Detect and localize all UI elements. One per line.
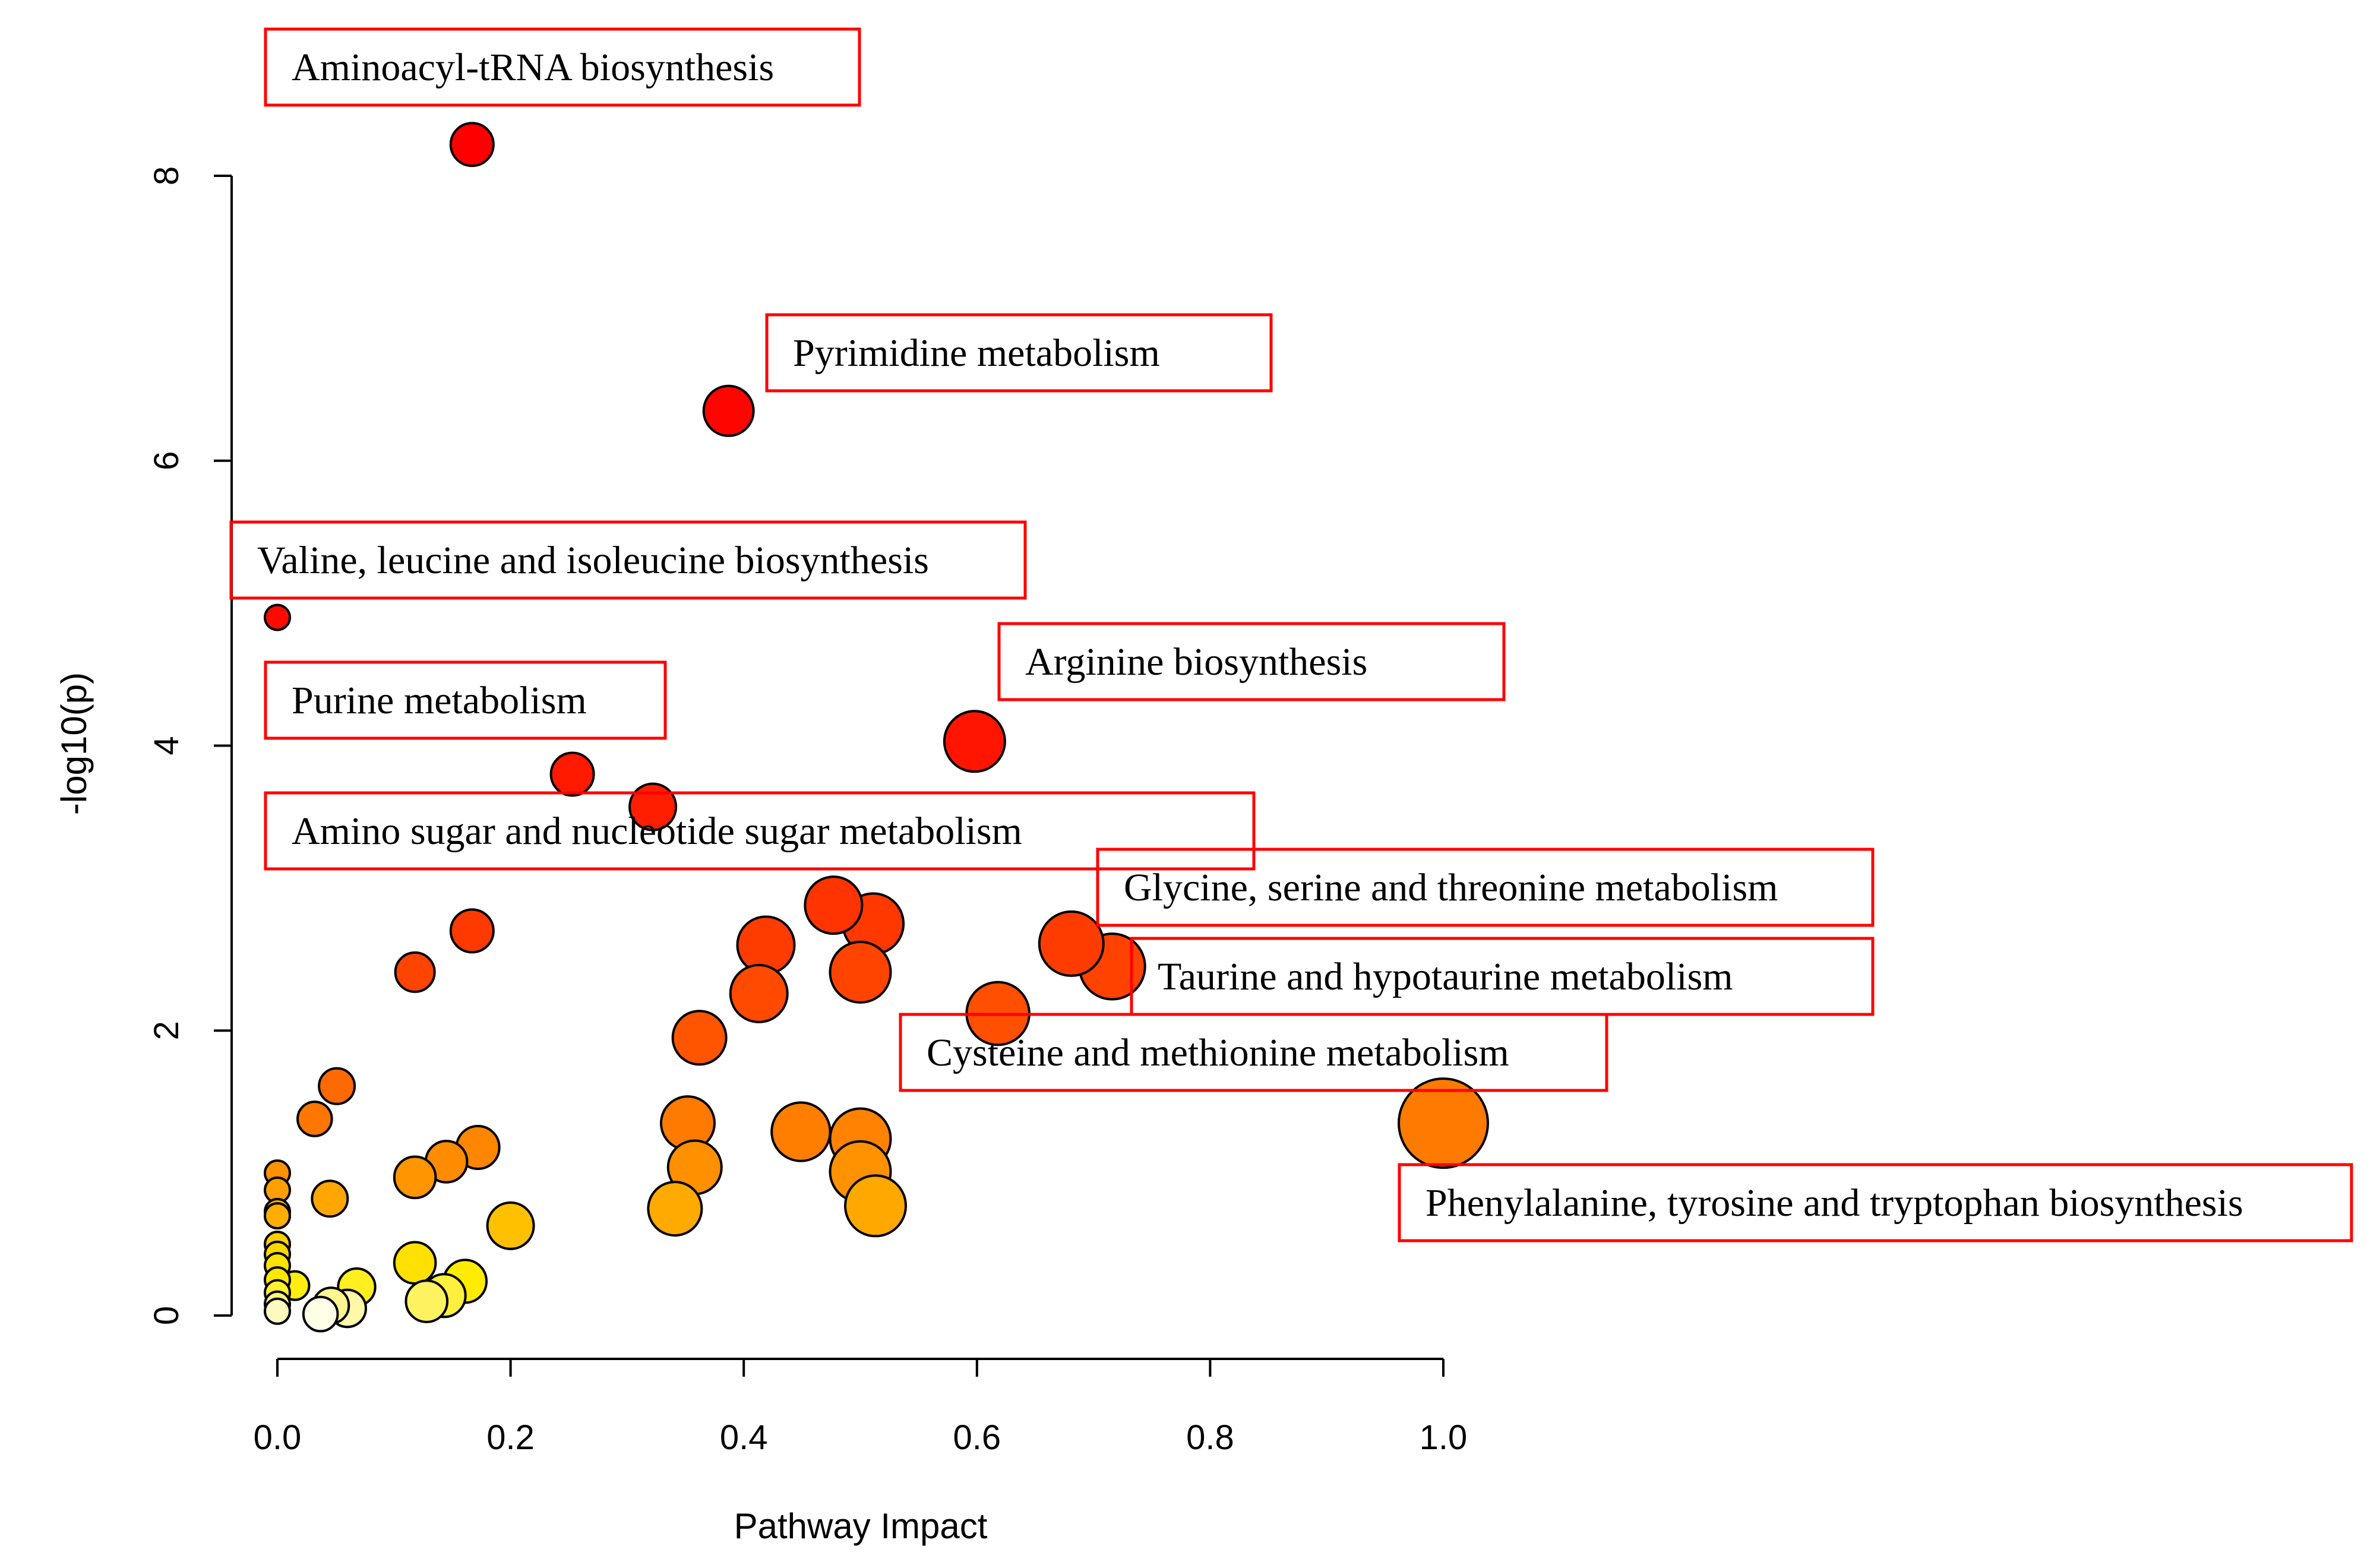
data-point	[844, 1174, 908, 1238]
data-point	[449, 122, 495, 167]
annotation-box	[765, 313, 1273, 393]
annotation-box	[264, 27, 861, 107]
annotation-box	[1398, 1163, 2353, 1242]
x-ticks: 0.0 0.2 0.4 0.6 0.8 1.0	[254, 1359, 1468, 1457]
annotation-label: Arginine biosynthesis	[1025, 640, 1367, 684]
data-point	[393, 1241, 437, 1285]
y-tick-label: 6	[147, 451, 186, 470]
annotation-box	[1096, 848, 1875, 927]
annotation-label: Pyrimidine metabolism	[793, 331, 1160, 375]
annotation-box	[264, 660, 667, 740]
annotation-label: Taurine and hypotaurine metabolism	[1158, 955, 1733, 998]
annotation-label: Valine, leucine and isoleucine biosynthe…	[257, 539, 929, 582]
data-point	[302, 1295, 339, 1333]
annotation-label: Purine metabolism	[292, 679, 587, 722]
data-point	[1398, 1077, 1489, 1169]
y-tick-label: 8	[147, 166, 186, 185]
y-ticks: 0 2 4 6 8	[147, 166, 232, 1325]
data-point	[311, 1180, 349, 1218]
data-point	[296, 1101, 333, 1137]
data-point	[318, 1067, 356, 1105]
annotation-label: Phenylalanine, tyrosine and tryptophan b…	[1426, 1181, 2243, 1225]
data-point	[943, 710, 1006, 773]
data-point	[702, 384, 755, 437]
data-point	[264, 603, 291, 631]
data-point	[264, 1297, 291, 1325]
data-point	[393, 1155, 437, 1200]
y-tick-label: 0	[147, 1306, 186, 1325]
y-tick-label: 4	[147, 736, 186, 755]
annotation-label: Amino sugar and nucleotide sugar metabol…	[292, 810, 1022, 853]
data-point	[671, 1010, 728, 1066]
data-points	[264, 122, 1489, 1333]
data-point	[394, 951, 436, 993]
x-tick-label: 0.0	[254, 1418, 302, 1457]
data-point	[770, 1101, 832, 1162]
x-axis-title: Pathway Impact	[734, 1506, 988, 1546]
x-tick-label: 0.6	[953, 1418, 1001, 1457]
data-point	[829, 940, 892, 1004]
data-point	[647, 1181, 703, 1237]
data-point	[264, 1202, 291, 1230]
data-point	[804, 875, 864, 935]
annotation-label: Glycine, serine and threonine metabolism	[1124, 866, 1778, 909]
data-point	[404, 1279, 449, 1323]
annotations: Aminoacyl-tRNA biosynthesis Pyrimidine me…	[229, 27, 2353, 1242]
annotation-box	[899, 1013, 1608, 1092]
data-point	[486, 1201, 535, 1250]
data-point	[549, 751, 595, 797]
y-tick-label: 2	[147, 1021, 186, 1040]
data-point	[628, 782, 678, 831]
x-tick-label: 0.4	[720, 1418, 768, 1457]
annotation-box	[997, 622, 1506, 701]
data-point	[729, 963, 789, 1023]
data-point	[1038, 910, 1105, 977]
x-tick-label: 1.0	[1420, 1418, 1468, 1457]
annotation-box	[229, 520, 1027, 600]
annotation-box	[264, 791, 1256, 871]
x-tick-label: 0.8	[1186, 1418, 1234, 1457]
annotation-label: Cysteine and methionine metabolism	[927, 1031, 1509, 1074]
x-tick-label: 0.2	[486, 1418, 535, 1457]
y-axis-title: -log10(p)	[54, 672, 94, 815]
data-point	[449, 908, 495, 954]
annotation-label: Aminoacyl-tRNA biosynthesis	[292, 46, 774, 89]
